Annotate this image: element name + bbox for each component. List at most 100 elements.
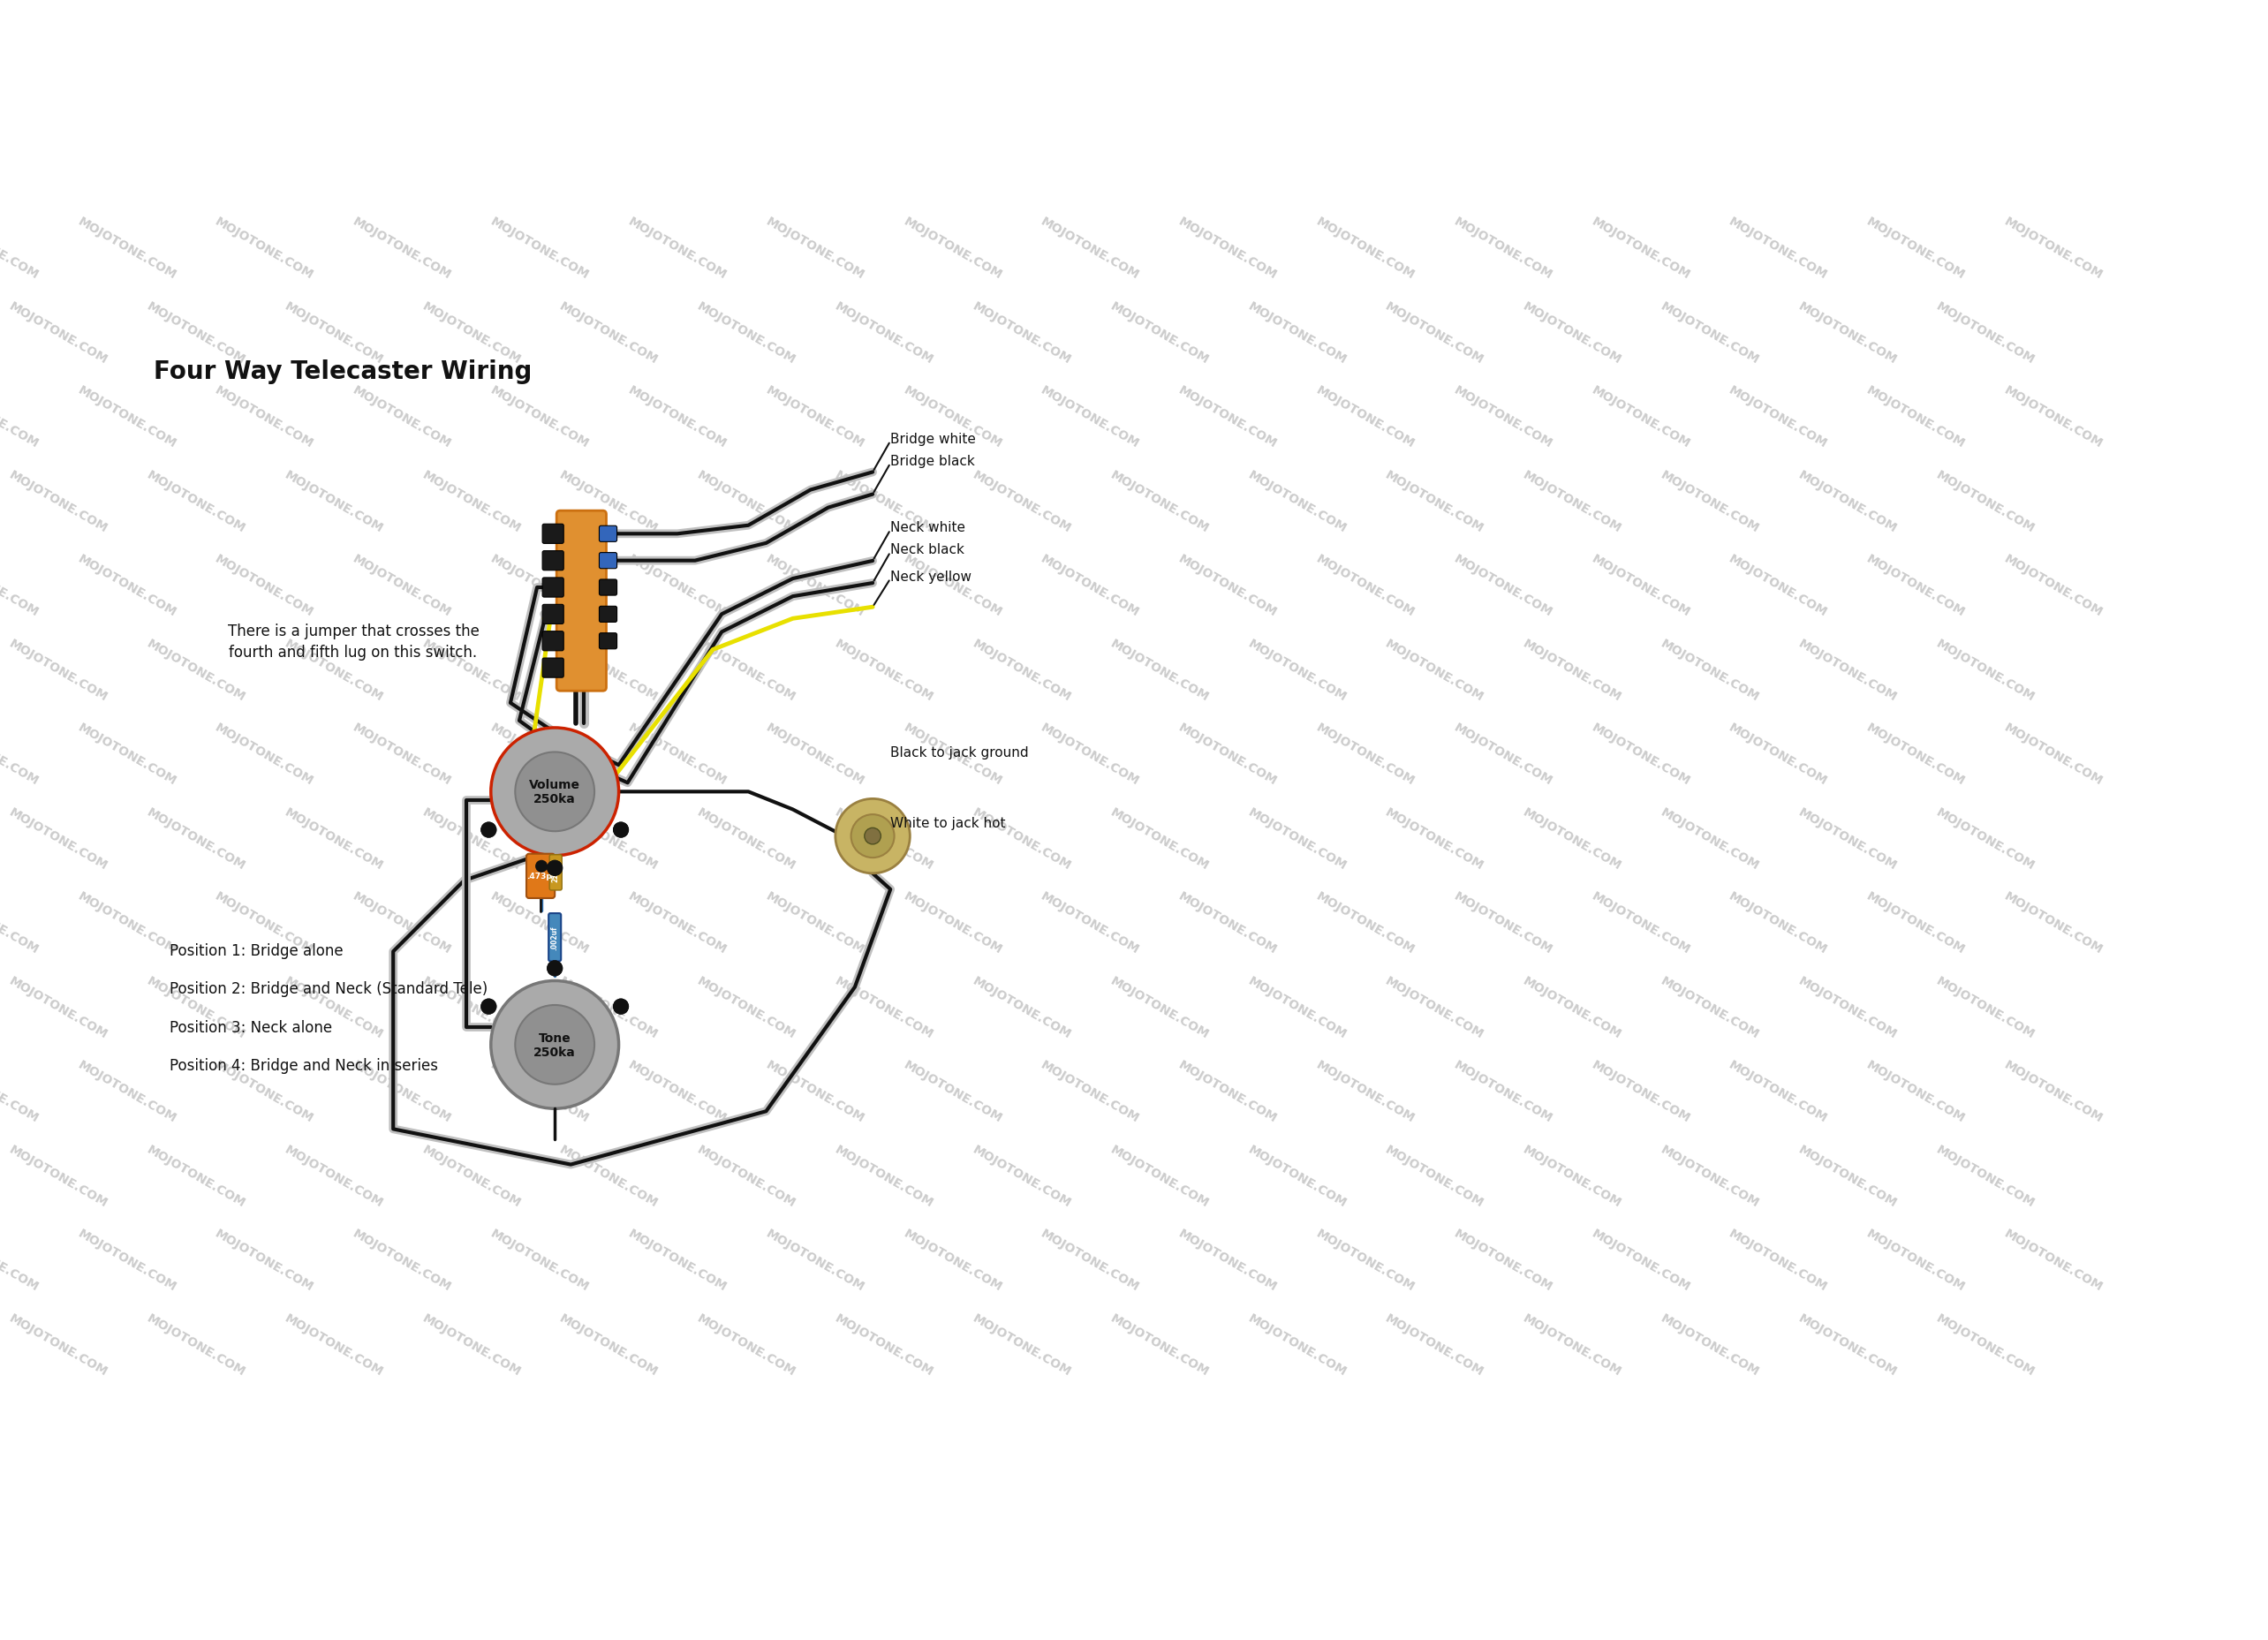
Text: MOJOTONE.COM: MOJOTONE.COM xyxy=(1590,891,1692,956)
Text: MOJOTONE.COM: MOJOTONE.COM xyxy=(971,805,1073,872)
Text: MOJOTONE.COM: MOJOTONE.COM xyxy=(1383,974,1486,1040)
Text: MOJOTONE.COM: MOJOTONE.COM xyxy=(2003,384,2105,451)
Text: MOJOTONE.COM: MOJOTONE.COM xyxy=(420,1143,522,1209)
Text: There is a jumper that crosses the
fourth and fifth lug on this switch.: There is a jumper that crosses the fourt… xyxy=(227,623,479,661)
Text: MOJOTONE.COM: MOJOTONE.COM xyxy=(2003,215,2105,282)
Text: MOJOTONE.COM: MOJOTONE.COM xyxy=(1864,891,1966,956)
Text: MOJOTONE.COM: MOJOTONE.COM xyxy=(352,215,454,282)
Text: MOJOTONE.COM: MOJOTONE.COM xyxy=(1796,1312,1898,1378)
Text: MOJOTONE.COM: MOJOTONE.COM xyxy=(281,974,386,1040)
Text: MOJOTONE.COM: MOJOTONE.COM xyxy=(1726,891,1830,956)
Text: MOJOTONE.COM: MOJOTONE.COM xyxy=(75,891,179,956)
Text: MOJOTONE.COM: MOJOTONE.COM xyxy=(1452,1058,1554,1125)
Text: MOJOTONE.COM: MOJOTONE.COM xyxy=(7,469,109,535)
Text: MOJOTONE.COM: MOJOTONE.COM xyxy=(1452,1227,1554,1294)
Text: MOJOTONE.COM: MOJOTONE.COM xyxy=(1039,891,1141,956)
Text: MOJOTONE.COM: MOJOTONE.COM xyxy=(1935,974,2037,1040)
Text: 220k: 220k xyxy=(551,864,560,882)
Text: MOJOTONE.COM: MOJOTONE.COM xyxy=(488,1058,592,1125)
Text: MOJOTONE.COM: MOJOTONE.COM xyxy=(213,891,315,956)
Text: MOJOTONE.COM: MOJOTONE.COM xyxy=(971,974,1073,1040)
Text: MOJOTONE.COM: MOJOTONE.COM xyxy=(900,553,1005,618)
Text: MOJOTONE.COM: MOJOTONE.COM xyxy=(1864,722,1966,787)
Text: MOJOTONE.COM: MOJOTONE.COM xyxy=(1313,722,1418,787)
Text: MOJOTONE.COM: MOJOTONE.COM xyxy=(213,722,315,787)
Text: MOJOTONE.COM: MOJOTONE.COM xyxy=(1383,805,1486,872)
FancyBboxPatch shape xyxy=(556,512,606,692)
Text: MOJOTONE.COM: MOJOTONE.COM xyxy=(488,722,592,787)
Text: MOJOTONE.COM: MOJOTONE.COM xyxy=(626,215,728,282)
Text: MOJOTONE.COM: MOJOTONE.COM xyxy=(213,384,315,451)
Circle shape xyxy=(612,999,628,1015)
Text: MOJOTONE.COM: MOJOTONE.COM xyxy=(420,469,522,535)
Text: MOJOTONE.COM: MOJOTONE.COM xyxy=(352,891,454,956)
Text: Position 3: Neck alone: Position 3: Neck alone xyxy=(170,1018,331,1035)
Text: MOJOTONE.COM: MOJOTONE.COM xyxy=(1796,805,1898,872)
Text: MOJOTONE.COM: MOJOTONE.COM xyxy=(764,722,866,787)
FancyBboxPatch shape xyxy=(542,579,565,597)
Text: MOJOTONE.COM: MOJOTONE.COM xyxy=(971,1312,1073,1378)
Text: Neck white: Neck white xyxy=(891,522,966,535)
Text: MOJOTONE.COM: MOJOTONE.COM xyxy=(1935,1312,2037,1378)
Text: MOJOTONE.COM: MOJOTONE.COM xyxy=(1452,891,1554,956)
Text: MOJOTONE.COM: MOJOTONE.COM xyxy=(420,974,522,1040)
Text: MOJOTONE.COM: MOJOTONE.COM xyxy=(900,891,1005,956)
Text: MOJOTONE.COM: MOJOTONE.COM xyxy=(1039,1058,1141,1125)
Text: MOJOTONE.COM: MOJOTONE.COM xyxy=(145,805,247,872)
Text: MOJOTONE.COM: MOJOTONE.COM xyxy=(75,215,179,282)
Text: MOJOTONE.COM: MOJOTONE.COM xyxy=(1452,384,1554,451)
Text: MOJOTONE.COM: MOJOTONE.COM xyxy=(1039,1227,1141,1294)
Text: MOJOTONE.COM: MOJOTONE.COM xyxy=(694,974,798,1040)
Text: MOJOTONE.COM: MOJOTONE.COM xyxy=(1864,553,1966,618)
Text: Neck black: Neck black xyxy=(891,543,964,556)
Circle shape xyxy=(612,999,628,1015)
Text: MOJOTONE.COM: MOJOTONE.COM xyxy=(281,805,386,872)
Text: MOJOTONE.COM: MOJOTONE.COM xyxy=(1522,974,1624,1040)
Text: MOJOTONE.COM: MOJOTONE.COM xyxy=(1313,891,1418,956)
Text: MOJOTONE.COM: MOJOTONE.COM xyxy=(1590,1058,1692,1125)
Text: MOJOTONE.COM: MOJOTONE.COM xyxy=(694,1143,798,1209)
FancyBboxPatch shape xyxy=(542,631,565,651)
Text: MOJOTONE.COM: MOJOTONE.COM xyxy=(1522,1312,1624,1378)
FancyBboxPatch shape xyxy=(542,605,565,625)
FancyBboxPatch shape xyxy=(599,633,617,649)
Text: MOJOTONE.COM: MOJOTONE.COM xyxy=(75,1058,179,1125)
Circle shape xyxy=(515,1005,594,1084)
Text: MOJOTONE.COM: MOJOTONE.COM xyxy=(145,1312,247,1378)
Text: MOJOTONE.COM: MOJOTONE.COM xyxy=(1522,636,1624,704)
Text: MOJOTONE.COM: MOJOTONE.COM xyxy=(75,384,179,451)
Text: MOJOTONE.COM: MOJOTONE.COM xyxy=(1245,469,1349,535)
FancyBboxPatch shape xyxy=(599,553,617,569)
Circle shape xyxy=(547,861,562,876)
Text: Neck yellow: Neck yellow xyxy=(891,569,971,584)
Text: MOJOTONE.COM: MOJOTONE.COM xyxy=(1658,805,1762,872)
Text: MOJOTONE.COM: MOJOTONE.COM xyxy=(832,1312,934,1378)
Text: MOJOTONE.COM: MOJOTONE.COM xyxy=(694,805,798,872)
Text: MOJOTONE.COM: MOJOTONE.COM xyxy=(1658,1143,1762,1209)
FancyBboxPatch shape xyxy=(542,551,565,571)
Circle shape xyxy=(490,728,619,856)
Text: MOJOTONE.COM: MOJOTONE.COM xyxy=(1726,215,1830,282)
Circle shape xyxy=(864,828,880,845)
Text: MOJOTONE.COM: MOJOTONE.COM xyxy=(1796,636,1898,704)
Text: MOJOTONE.COM: MOJOTONE.COM xyxy=(75,722,179,787)
Text: MOJOTONE.COM: MOJOTONE.COM xyxy=(1039,384,1141,451)
Text: MOJOTONE.COM: MOJOTONE.COM xyxy=(764,215,866,282)
Text: MOJOTONE.COM: MOJOTONE.COM xyxy=(145,974,247,1040)
Text: MOJOTONE.COM: MOJOTONE.COM xyxy=(694,636,798,704)
Text: MOJOTONE.COM: MOJOTONE.COM xyxy=(1109,636,1211,704)
Text: MOJOTONE.COM: MOJOTONE.COM xyxy=(1726,1227,1830,1294)
Circle shape xyxy=(612,822,628,838)
Text: .473pf: .473pf xyxy=(526,872,556,881)
Circle shape xyxy=(481,999,497,1015)
Text: MOJOTONE.COM: MOJOTONE.COM xyxy=(420,1312,522,1378)
Text: MOJOTONE.COM: MOJOTONE.COM xyxy=(1245,974,1349,1040)
Text: MOJOTONE.COM: MOJOTONE.COM xyxy=(1658,974,1762,1040)
Text: MOJOTONE.COM: MOJOTONE.COM xyxy=(900,1227,1005,1294)
Text: MOJOTONE.COM: MOJOTONE.COM xyxy=(213,1227,315,1294)
Text: MOJOTONE.COM: MOJOTONE.COM xyxy=(1245,300,1349,366)
Text: MOJOTONE.COM: MOJOTONE.COM xyxy=(420,805,522,872)
Text: MOJOTONE.COM: MOJOTONE.COM xyxy=(213,215,315,282)
Text: MOJOTONE.COM: MOJOTONE.COM xyxy=(1864,215,1966,282)
Text: White to jack hot: White to jack hot xyxy=(891,817,1005,830)
